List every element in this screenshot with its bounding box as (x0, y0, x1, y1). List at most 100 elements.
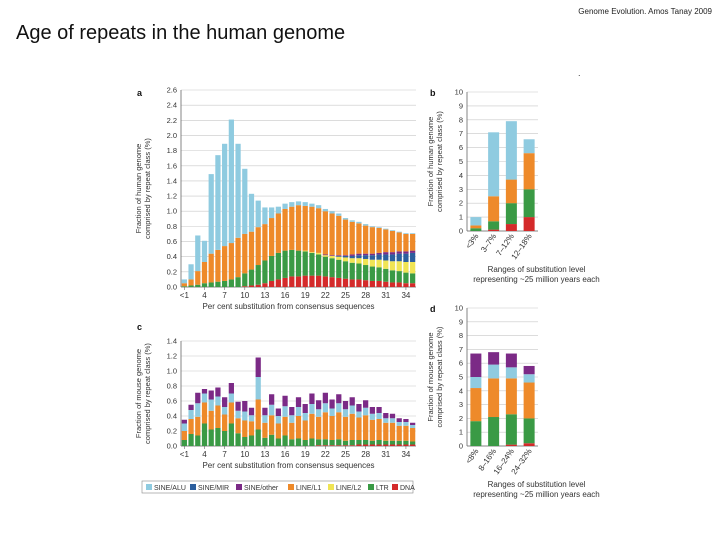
bar-segment-sine-other (383, 252, 389, 255)
bar-segment-ltr (262, 260, 268, 284)
bar-segment-sine-mir (336, 255, 342, 257)
bar-segment-dna (356, 444, 362, 446)
bar-segment-sine-mir (403, 253, 409, 262)
bar-segment-sine-alu (248, 193, 255, 232)
bar-segment-dna (329, 277, 335, 287)
bar-segment-ltr (488, 221, 500, 230)
x-tick-label: 16 (281, 291, 290, 300)
y-tick-label: 10 (455, 88, 463, 97)
bar-segment-sine-other (316, 400, 322, 410)
legend-label-line-l1: LINE/L1 (296, 485, 321, 492)
bar-segment-ltr (316, 439, 322, 446)
bar-segment-sine-alu (336, 213, 342, 216)
bar-segment-line-l1 (242, 420, 248, 437)
bar-segment-sine-other (275, 408, 281, 416)
legend-label-ltr: LTR (376, 485, 389, 492)
bar-segment-ltr (376, 267, 382, 281)
bar-segment-sine-other (376, 407, 382, 413)
bar-segment-line-l1 (282, 208, 288, 251)
bar-segment-line-l1 (208, 253, 214, 283)
bar-segment-ltr (295, 438, 302, 446)
bar-segment-sine-mir (369, 255, 375, 260)
y-tick-label: 7 (459, 129, 463, 138)
bar-segment-dna (403, 444, 409, 446)
y-axis-label-line-1: Fraction of mouse genome (426, 332, 435, 421)
bar-segment-sine-alu (403, 233, 409, 234)
bar-segment-dna (282, 277, 288, 287)
bar-segment-line-l1 (302, 205, 308, 251)
bar-segment-sine-other (201, 389, 208, 394)
bar-segment-sine-alu (269, 207, 275, 219)
bar-segment-sine-other (342, 255, 349, 256)
bar-segment-dna (262, 283, 268, 287)
bar-segment-dna (389, 282, 396, 287)
bar-segment-dna (248, 285, 255, 287)
y-tick-label: 0 (459, 227, 463, 236)
bar-segment-line-l1 (275, 423, 281, 439)
bar-segment-ltr (295, 250, 302, 277)
legend-swatch-line-l2 (328, 484, 334, 490)
y-tick-label: 7 (459, 345, 463, 354)
bar-segment-sine-alu (242, 168, 248, 234)
bar-segment-sine-other (222, 397, 228, 407)
bar-segment-line-l1 (309, 206, 315, 253)
bar-segment-sine-alu (255, 377, 261, 400)
bar-segment-sine-mir (349, 255, 355, 259)
bar-segment-sine-other (336, 255, 342, 256)
bar-segment-ltr (376, 440, 382, 445)
bar-segment-ltr (369, 440, 375, 445)
bar-segment-ltr (275, 438, 281, 446)
bar-segment-sine-alu (181, 423, 187, 431)
bar-segment-line-l1 (523, 382, 535, 419)
bar-segment-sine-alu (410, 233, 416, 234)
bar-segment-dna (269, 280, 275, 287)
bar-segment-ltr (410, 441, 416, 445)
x-tick-label: 34 (401, 450, 410, 459)
bar-segment-line-l1 (410, 233, 416, 251)
bar-segment-sine-alu (188, 264, 194, 280)
panel-d-mouse-age-ranges-chart: d 0 1 2 3 4 5 6 7 8 9 10 Fraction of mouse genome com… (426, 304, 600, 500)
bar-segment-sine-other (269, 394, 275, 405)
bar-segment-line-l2 (383, 260, 389, 269)
bar-segment-sine-other (356, 253, 362, 256)
bar-segment-line-l1 (269, 218, 275, 256)
x-axis-label-line-2: representing ~25 million years each (473, 275, 600, 284)
slide-credit: Genome Evolution. Amos Tanay 2009 (578, 7, 712, 16)
bar-segment-ltr (289, 249, 295, 277)
x-tick-label: 4 (202, 450, 207, 459)
bar-segment-line-l1 (396, 425, 402, 441)
bar-segment-sine-mir (383, 254, 389, 261)
x-tick-label: 13 (260, 450, 269, 459)
bar-segment-dna (376, 280, 382, 287)
y-tick-label: 5 (459, 157, 463, 166)
bar-segment-ltr (369, 266, 375, 281)
y-tick-label: 0.8 (167, 382, 177, 391)
bar-segment-sine-other (369, 407, 375, 414)
bar-segment-sine-alu (228, 393, 234, 403)
panel-letter: a (137, 88, 143, 98)
legend-swatch-sine-other (236, 484, 242, 490)
bar-segment-sine-other (329, 399, 335, 409)
bar-segment-line-l1 (248, 231, 255, 270)
y-axis-label-line-2: comprised by repeat class (%) (143, 343, 152, 444)
bar-segment-line-l1 (336, 215, 342, 256)
bar-segment-sine-alu (208, 399, 214, 411)
bar-segment-sine-alu (505, 121, 517, 180)
y-tick-label: 1.4 (167, 337, 177, 346)
bar-segment-ltr (255, 265, 261, 285)
x-tick-label: 31 (381, 291, 390, 300)
bar-segment-dna (410, 444, 416, 446)
y-tick-label: 6 (459, 143, 463, 152)
bar-segment-line-l2 (336, 256, 342, 260)
bar-segment-line-l2 (309, 252, 315, 253)
bar-segment-ltr (322, 439, 328, 446)
bar-segment-line-l1 (523, 153, 535, 190)
bar-segment-sine-alu (222, 407, 228, 415)
bar-segment-sine-alu (208, 174, 214, 254)
y-tick-label: 2.2 (167, 116, 177, 125)
bar-segment-sine-alu (269, 404, 275, 416)
bar-segment-ltr (222, 280, 228, 287)
x-tick-label: 4 (202, 291, 207, 300)
bar-segment-ltr (302, 440, 308, 446)
bar-segment-line-l2 (329, 255, 335, 259)
